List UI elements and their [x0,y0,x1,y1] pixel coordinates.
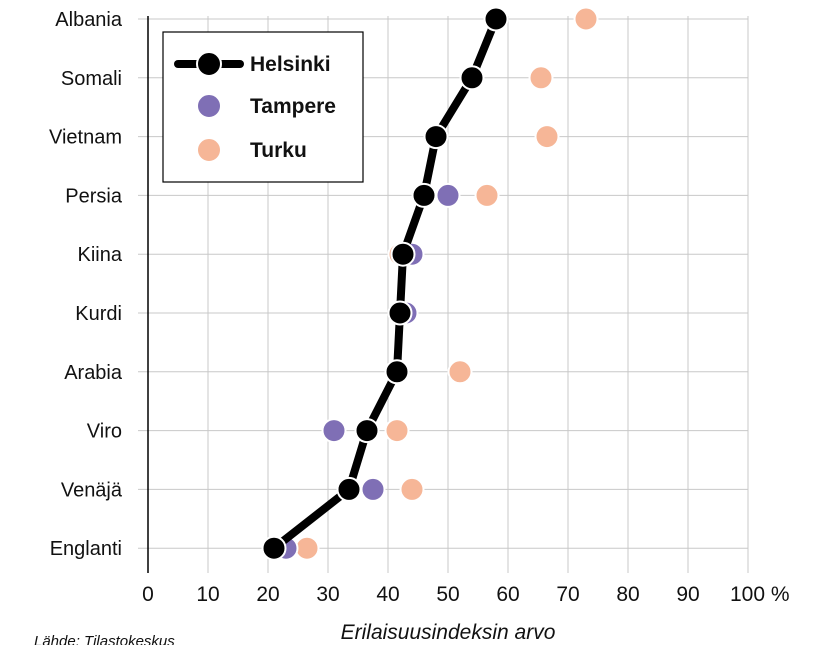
legend-tampere-label: Tampere [250,95,336,118]
x-tick-label: 90 [676,583,699,606]
data-point [390,241,416,267]
category-label: Englanti [50,538,122,560]
source-note: Lähde: Tilastokeskus [34,633,175,645]
data-point [474,182,500,208]
x-tick-label: 50 [436,583,459,606]
data-point [336,476,362,502]
x-tick-label: 70 [556,583,579,606]
category-label: Vietnam [49,127,122,149]
legend-turku-marker [196,137,222,163]
data-point [411,182,437,208]
category-label: Persia [65,185,123,207]
data-point [459,65,485,91]
data-point [387,300,413,326]
data-point [399,476,425,502]
data-point [528,65,554,91]
category-label: Somali [61,68,122,90]
data-point [294,535,320,561]
x-tick-label: 20 [256,583,279,606]
legend-helsinki-label: Helsinki [250,53,331,76]
x-tick-label: 60 [496,583,519,606]
legend-tampere-marker [196,93,222,119]
x-tick-label: 80 [616,583,639,606]
category-label: Albania [55,9,123,31]
data-point [384,359,410,385]
category-label: Kiina [78,244,123,266]
category-label: Kurdi [75,303,122,325]
data-point [423,124,449,150]
x-tick-label: 10 [196,583,219,606]
data-point [360,476,386,502]
data-marks [261,6,599,561]
category-label: Venäjä [61,479,123,501]
x-axis-title: Erilaisuusindeksin arvo [341,621,556,644]
category-label: Viro [87,421,122,443]
legend-turku-label: Turku [250,139,307,162]
x-tick-label: 40 [376,583,399,606]
data-point [483,6,509,32]
legend-helsinki-marker [196,51,222,77]
legend: Helsinki Tampere Turku [162,31,364,183]
category-labels: Albania Somali Vietnam Persia Kiina Kurdi Arab… [49,9,123,560]
x-tick-label: 0 [142,583,154,606]
data-point [435,182,461,208]
x-tick-label: 30 [316,583,339,606]
data-point [321,418,347,444]
x-tick-labels: 0 10 20 30 40 50 60 70 80 90 100 % [142,583,789,606]
series-helsinki [261,6,509,561]
x-tick-label: 100 % [730,583,790,606]
data-point [354,418,380,444]
category-label: Arabia [64,362,123,384]
data-point [573,6,599,32]
series-line [270,15,500,553]
data-point [534,124,560,150]
data-point [384,418,410,444]
data-point [447,359,473,385]
data-point [261,535,287,561]
